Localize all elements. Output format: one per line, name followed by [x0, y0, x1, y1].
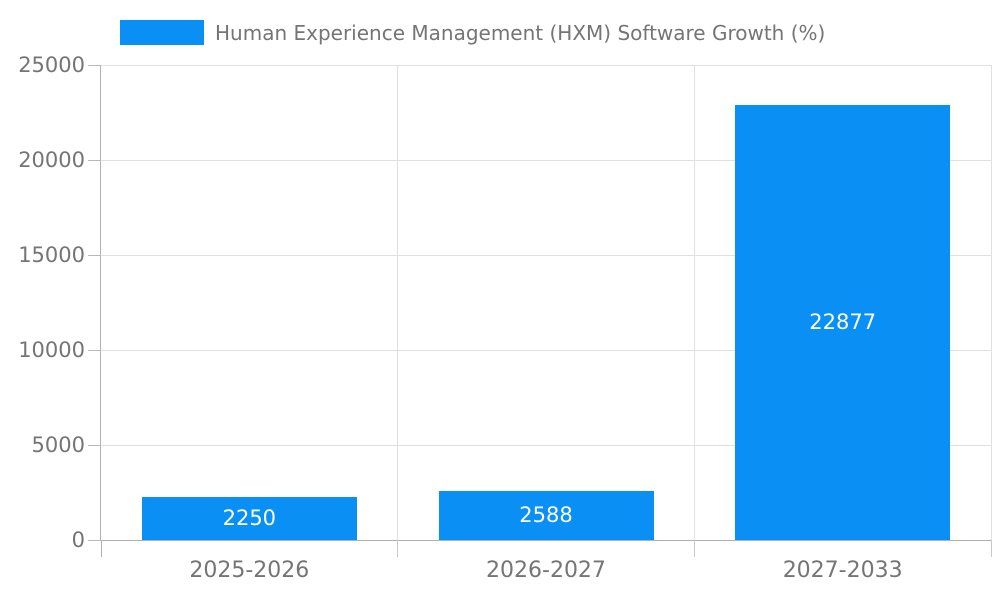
- x-tick-label: 2026-2027: [486, 558, 606, 583]
- v-gridline: [693, 65, 695, 540]
- h-gridline: [101, 64, 991, 66]
- bar-2026-2027[interactable]: 2588: [438, 490, 654, 540]
- y-axis-tick: [88, 444, 101, 446]
- x-axis-tick: [397, 540, 399, 557]
- y-tick-label: 15000: [18, 243, 85, 267]
- bar-2027-2033[interactable]: 22877: [735, 105, 951, 540]
- y-tick-label: 10000: [18, 338, 85, 362]
- legend-series-label: Human Experience Management (HXM) Softwa…: [215, 20, 826, 45]
- y-axis-tick: [88, 254, 101, 256]
- bar-value-label: 2588: [519, 502, 573, 527]
- h-gridline: [101, 254, 991, 256]
- x-axis-tick: [693, 540, 695, 557]
- h-gridline: [101, 444, 991, 446]
- y-axis-tick: [88, 64, 101, 66]
- bar-value-label: 22877: [809, 310, 877, 335]
- y-axis-tick: [88, 539, 101, 541]
- legend[interactable]: Human Experience Management (HXM) Softwa…: [120, 20, 825, 45]
- y-tick-label: 0: [71, 528, 85, 552]
- y-tick-label: 5000: [31, 433, 85, 457]
- bar-value-label: 2250: [222, 506, 277, 531]
- legend-swatch-icon[interactable]: [120, 20, 204, 45]
- y-axis-tick: [88, 159, 101, 161]
- y-tick-label: 25000: [18, 53, 85, 77]
- plot-area: 2250 2588 22877 0 5000 10000 15000 20000 25000 2…: [18, 53, 992, 583]
- x-tick-label: 2027-2033: [782, 558, 903, 583]
- h-gridline: [101, 159, 991, 161]
- x-axis-tick: [100, 540, 102, 557]
- y-axis-tick: [88, 349, 101, 351]
- v-gridline: [397, 65, 399, 540]
- h-gridline: [101, 349, 991, 351]
- x-tick-label: 2025-2026: [189, 558, 310, 583]
- bar-2025-2026[interactable]: 2250: [141, 497, 357, 540]
- x-axis-tick: [991, 540, 992, 557]
- y-tick-label: 20000: [18, 148, 85, 172]
